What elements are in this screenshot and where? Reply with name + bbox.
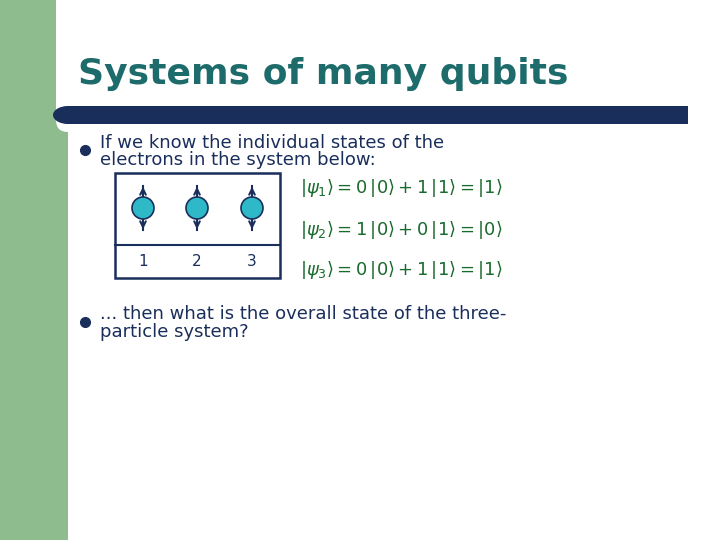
Bar: [0, 0, 68, 540]
Bar: [68, 0, 720, 110]
Text: electrons in the system below:: electrons in the system below:: [100, 151, 376, 169]
Bar: [68, 106, 688, 124]
Circle shape: [132, 197, 154, 219]
Circle shape: [186, 197, 208, 219]
Text: $|\psi_3\rangle = 0\,|0\rangle + 1\,|1\rangle = |1\rangle$: $|\psi_3\rangle = 0\,|0\rangle + 1\,|1\r…: [300, 259, 503, 281]
Circle shape: [241, 197, 263, 219]
Text: particle system?: particle system?: [100, 323, 248, 341]
Text: ... then what is the overall state of the three-: ... then what is the overall state of th…: [100, 305, 506, 323]
Text: If we know the individual states of the: If we know the individual states of the: [100, 134, 444, 152]
Text: 2: 2: [192, 254, 202, 269]
FancyBboxPatch shape: [56, 0, 325, 132]
Bar: [115, 173, 280, 278]
Text: 3: 3: [247, 254, 257, 269]
Ellipse shape: [53, 106, 83, 124]
Bar: [0, 0, 310, 110]
Text: 1: 1: [138, 254, 148, 269]
Text: Systems of many qubits: Systems of many qubits: [78, 57, 569, 91]
Text: $|\psi_1\rangle = 0\,|0\rangle + 1\,|1\rangle = |1\rangle$: $|\psi_1\rangle = 0\,|0\rangle + 1\,|1\r…: [300, 177, 503, 199]
Text: $|\psi_2\rangle = 1\,|0\rangle + 0\,|1\rangle = |0\rangle$: $|\psi_2\rangle = 1\,|0\rangle + 0\,|1\r…: [300, 219, 503, 241]
